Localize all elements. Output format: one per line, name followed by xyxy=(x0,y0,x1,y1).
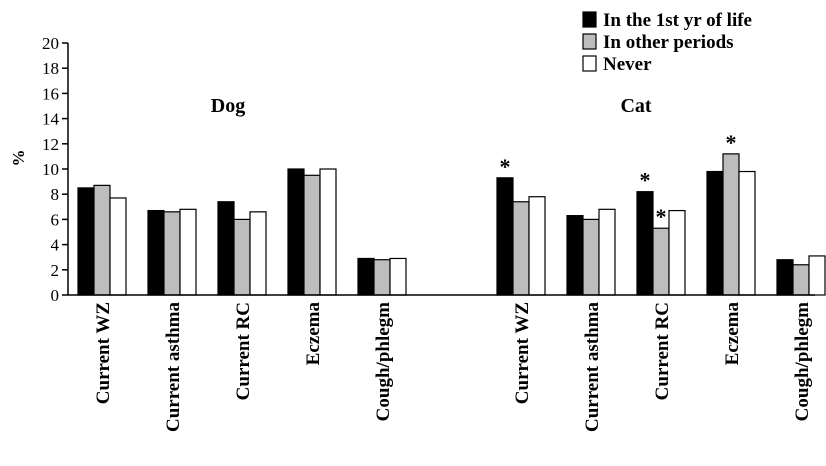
bar-never xyxy=(808,255,826,296)
bar-first-year xyxy=(147,209,165,296)
bar-other-periods xyxy=(303,174,321,296)
bar-never xyxy=(528,196,546,296)
bar-other-periods xyxy=(722,153,740,296)
category-label: Cough/phlegm xyxy=(792,302,813,421)
category-label: Current asthma xyxy=(163,302,184,433)
category-label: Cough/phlegm xyxy=(373,302,394,421)
bar-never xyxy=(598,208,616,296)
category-label: Eczema xyxy=(303,302,324,366)
y-tick-label: 18 xyxy=(42,59,59,78)
bar-other-periods xyxy=(233,218,251,296)
legend-swatch xyxy=(582,11,597,28)
bar-other-periods xyxy=(163,211,181,296)
bar-never xyxy=(109,197,127,296)
bar-other-periods xyxy=(582,218,600,296)
bar-other-periods xyxy=(792,264,810,296)
y-tick-label: 6 xyxy=(51,210,60,229)
bar-never xyxy=(319,168,337,296)
y-tick-label: 8 xyxy=(51,185,60,204)
significance-marker: * xyxy=(656,204,667,229)
category-label: Eczema xyxy=(722,302,743,366)
category-label: Current WZ xyxy=(93,302,114,404)
bar-never xyxy=(249,211,267,296)
group-title-cat: Cat xyxy=(620,95,651,117)
y-axis-label: % xyxy=(9,150,28,167)
legend-swatch xyxy=(582,33,597,50)
bar-first-year xyxy=(77,187,95,296)
y-tick-label: 16 xyxy=(42,84,59,103)
bar-other-periods xyxy=(93,184,111,296)
y-tick-label: 4 xyxy=(51,236,60,255)
bar-never xyxy=(738,170,756,296)
y-tick-label: 0 xyxy=(51,286,60,305)
category-label: Current RC xyxy=(652,302,673,400)
bar-first-year xyxy=(496,177,514,296)
y-tick-label: 10 xyxy=(42,160,59,179)
group-title-dog: Dog xyxy=(211,95,245,117)
category-label: Current asthma xyxy=(582,302,603,433)
bar-first-year xyxy=(636,191,654,296)
bar-first-year xyxy=(287,168,305,296)
significance-marker: * xyxy=(500,154,511,179)
y-tick-label: 20 xyxy=(42,34,59,53)
y-tick-label: 12 xyxy=(42,135,59,154)
bar-other-periods xyxy=(652,227,670,296)
bar-other-periods xyxy=(512,201,530,296)
legend-swatch xyxy=(582,55,597,72)
significance-marker: * xyxy=(640,168,651,193)
bar-never xyxy=(179,208,197,296)
bar-never xyxy=(668,209,686,296)
significance-marker: * xyxy=(726,130,737,155)
bar-other-periods xyxy=(373,259,391,296)
bar-first-year xyxy=(357,257,375,296)
bar-never xyxy=(389,257,407,296)
category-label: Current WZ xyxy=(512,302,533,404)
y-tick-label: 2 xyxy=(51,261,60,280)
legend-label: In the 1st yr of life xyxy=(603,10,752,31)
y-tick-label: 14 xyxy=(42,110,60,129)
bar-first-year xyxy=(566,215,584,296)
legend-label: Never xyxy=(603,54,652,75)
category-label: Current RC xyxy=(233,302,254,400)
bar-first-year xyxy=(776,259,794,296)
bar-first-year xyxy=(706,170,724,296)
bar-first-year xyxy=(217,201,235,296)
legend-label: In other periods xyxy=(603,32,734,53)
